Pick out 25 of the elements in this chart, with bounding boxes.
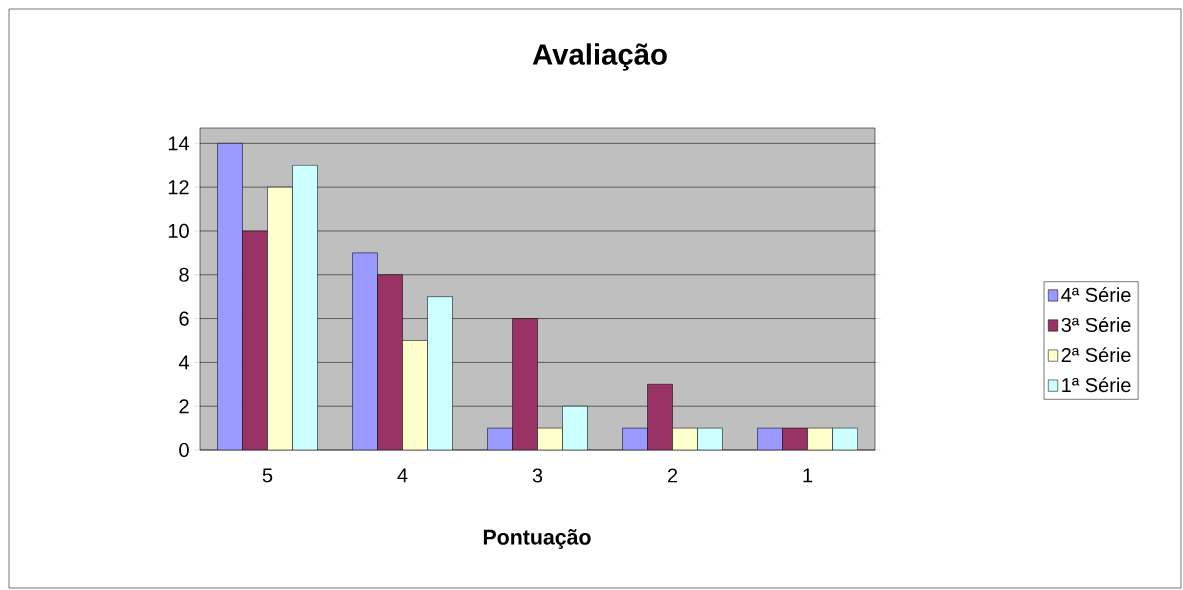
legend-label: 1ª Série: [1062, 377, 1131, 393]
legend-label: 3ª Série: [1061, 317, 1131, 333]
legend-label: 4ª Série: [1061, 287, 1131, 302]
legend-label: 2ª Série: [1061, 347, 1131, 363]
bar: [512, 318, 538, 450]
y-tick-label: 12: [168, 180, 189, 195]
bar: [242, 230, 268, 450]
x-tick-label: 5: [262, 468, 273, 483]
x-tick-label: 2: [667, 468, 678, 483]
bar: [377, 274, 403, 450]
y-tick-label: 0: [179, 442, 189, 458]
y-tick-label: 4: [178, 355, 190, 370]
bar: [217, 143, 243, 450]
y-tick-label: 2: [179, 399, 189, 414]
bar: [352, 252, 378, 450]
x-axis-title: Pontuação: [483, 529, 591, 549]
x-tick-label: 1: [803, 468, 813, 483]
chart-title: Avaliação: [532, 43, 667, 71]
y-tick-label: 6: [179, 311, 189, 326]
y-tick-label: 8: [179, 267, 189, 282]
x-tick-label: 4: [397, 468, 408, 483]
x-tick-label: 3: [532, 468, 543, 483]
y-tick-label: 14: [168, 136, 190, 151]
y-tick-label: 10: [168, 223, 189, 239]
bar: [647, 384, 673, 450]
